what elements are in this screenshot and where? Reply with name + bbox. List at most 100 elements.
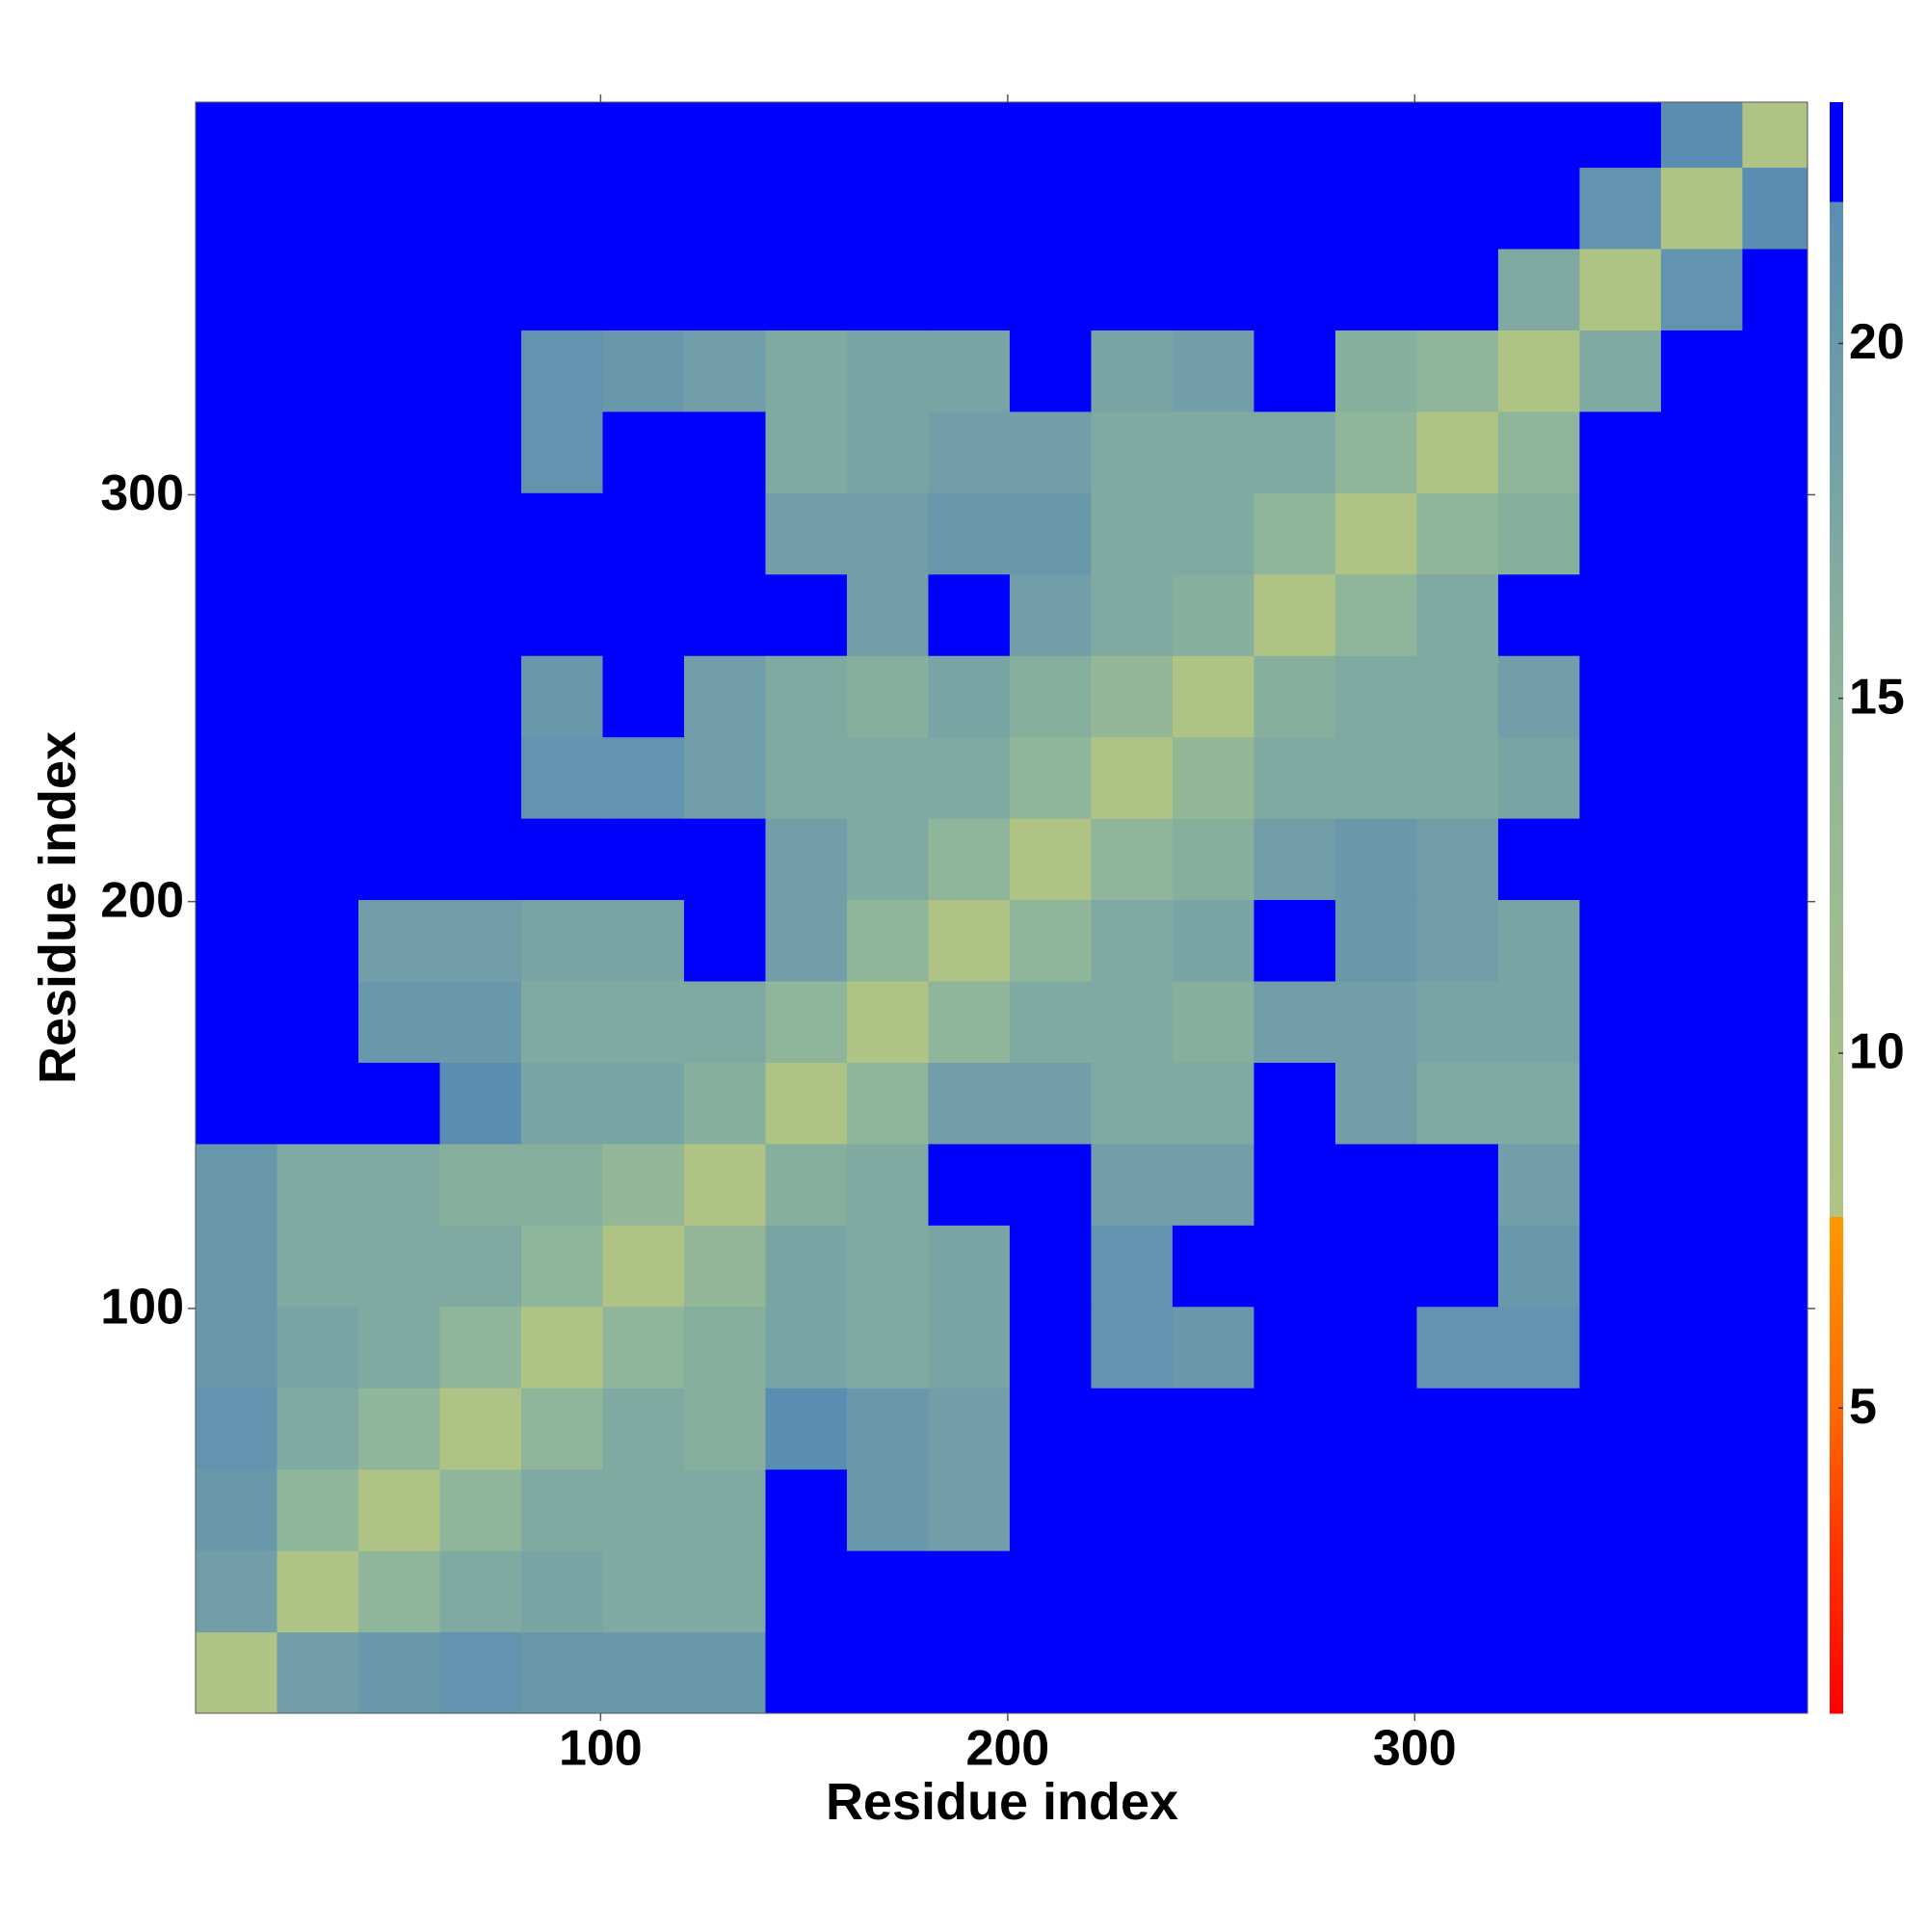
heat-cell	[1742, 1550, 1808, 1633]
colorbar-tick-label: 10	[1849, 1024, 1905, 1080]
heat-cell	[683, 330, 766, 412]
heat-cell	[196, 899, 277, 982]
heat-cell	[1172, 249, 1254, 331]
heat-cell	[277, 1469, 359, 1551]
heat-cell	[1579, 1306, 1662, 1389]
x-axis-label: Residue index	[826, 1773, 1178, 1831]
heat-cell	[1497, 736, 1580, 819]
colorbar: 5 10 15 20	[1830, 102, 1905, 1714]
heat-cell	[928, 330, 1011, 412]
heat-cell	[1416, 1143, 1499, 1226]
heat-cell	[277, 167, 359, 250]
heat-cell	[765, 1631, 848, 1714]
heat-cell	[846, 1550, 929, 1633]
heat-cell	[846, 1225, 929, 1308]
heat-cell	[439, 1306, 522, 1389]
heat-cell	[1742, 1469, 1808, 1551]
heat-cell	[357, 981, 440, 1063]
heat-cell	[683, 1469, 766, 1551]
heat-cell	[765, 736, 848, 819]
heat-cell	[439, 492, 522, 575]
heat-cell	[1660, 1550, 1743, 1633]
heat-cell	[1660, 818, 1743, 901]
heat-cell	[520, 655, 603, 738]
heat-cell	[196, 1469, 277, 1551]
heat-cell	[1497, 1550, 1580, 1633]
heat-cell	[683, 410, 766, 493]
heat-cell	[196, 1631, 277, 1714]
heat-cell	[1579, 1469, 1662, 1551]
heat-cell	[765, 1306, 848, 1389]
heat-cell	[683, 1143, 766, 1226]
heat-cell	[277, 655, 359, 738]
heat-cell	[1254, 1306, 1336, 1389]
heat-cell	[1334, 330, 1417, 412]
heat-cell	[1254, 102, 1336, 169]
heat-cell	[1254, 249, 1336, 331]
heat-cell	[683, 492, 766, 575]
heat-cell	[1497, 981, 1580, 1063]
y-axis-label: Residue index	[29, 731, 87, 1084]
heat-cell	[1172, 655, 1254, 738]
heat-cell	[277, 818, 359, 901]
heat-cell	[846, 330, 929, 412]
heat-cell	[439, 330, 522, 412]
heat-cell	[196, 1225, 277, 1308]
heat-cell	[1660, 899, 1743, 982]
heat-cell	[765, 410, 848, 493]
heat-cell	[1497, 1062, 1580, 1145]
heat-cell	[1497, 330, 1580, 412]
heat-cell	[846, 102, 929, 169]
heat-cell	[1009, 102, 1092, 169]
colorbar-segment	[1830, 102, 1843, 202]
heat-cell	[765, 573, 848, 656]
heat-cell	[1742, 410, 1808, 493]
heatmap-cells	[196, 102, 1808, 1714]
heat-cell	[602, 249, 685, 331]
heat-cell	[196, 1388, 277, 1470]
heat-cell	[683, 1062, 766, 1145]
heat-cell	[1416, 330, 1499, 412]
heat-cell	[846, 167, 929, 250]
heat-cell	[846, 573, 929, 656]
heat-cell	[520, 167, 603, 250]
heat-cell	[277, 899, 359, 982]
heat-cell	[1254, 1143, 1336, 1226]
heat-cell	[1009, 167, 1092, 250]
heat-cell	[1334, 410, 1417, 493]
heat-cell	[1091, 492, 1174, 575]
heat-cell	[1416, 655, 1499, 738]
heat-cell	[1254, 330, 1336, 412]
heat-cell	[1091, 655, 1174, 738]
heat-cell	[357, 330, 440, 412]
heat-cell	[1172, 736, 1254, 819]
heat-cell	[1009, 1306, 1092, 1389]
heat-cell	[846, 1062, 929, 1145]
heat-cell	[1579, 1062, 1662, 1145]
heat-cell	[1497, 1469, 1580, 1551]
heat-cell	[1416, 1469, 1499, 1551]
heat-cell	[439, 1631, 522, 1714]
heat-cell	[928, 1388, 1011, 1470]
heat-cell	[1660, 1062, 1743, 1145]
heat-cell	[602, 492, 685, 575]
heat-cell	[1742, 818, 1808, 901]
heat-cell	[277, 410, 359, 493]
heat-cell	[846, 899, 929, 982]
heat-cell	[1579, 1388, 1662, 1470]
heat-cell	[602, 1388, 685, 1470]
heat-cell	[1416, 818, 1499, 901]
heat-cell	[1416, 492, 1499, 575]
heat-cell	[1091, 249, 1174, 331]
heat-cell	[1334, 1062, 1417, 1145]
heat-cell	[1497, 1225, 1580, 1308]
heat-cell	[846, 736, 929, 819]
heat-cell	[765, 492, 848, 575]
heat-cell	[277, 981, 359, 1063]
heat-cell	[1172, 1631, 1254, 1714]
heat-cell	[765, 1469, 848, 1551]
heat-cell	[196, 410, 277, 493]
heat-cell	[1579, 655, 1662, 738]
heat-cell	[1579, 736, 1662, 819]
